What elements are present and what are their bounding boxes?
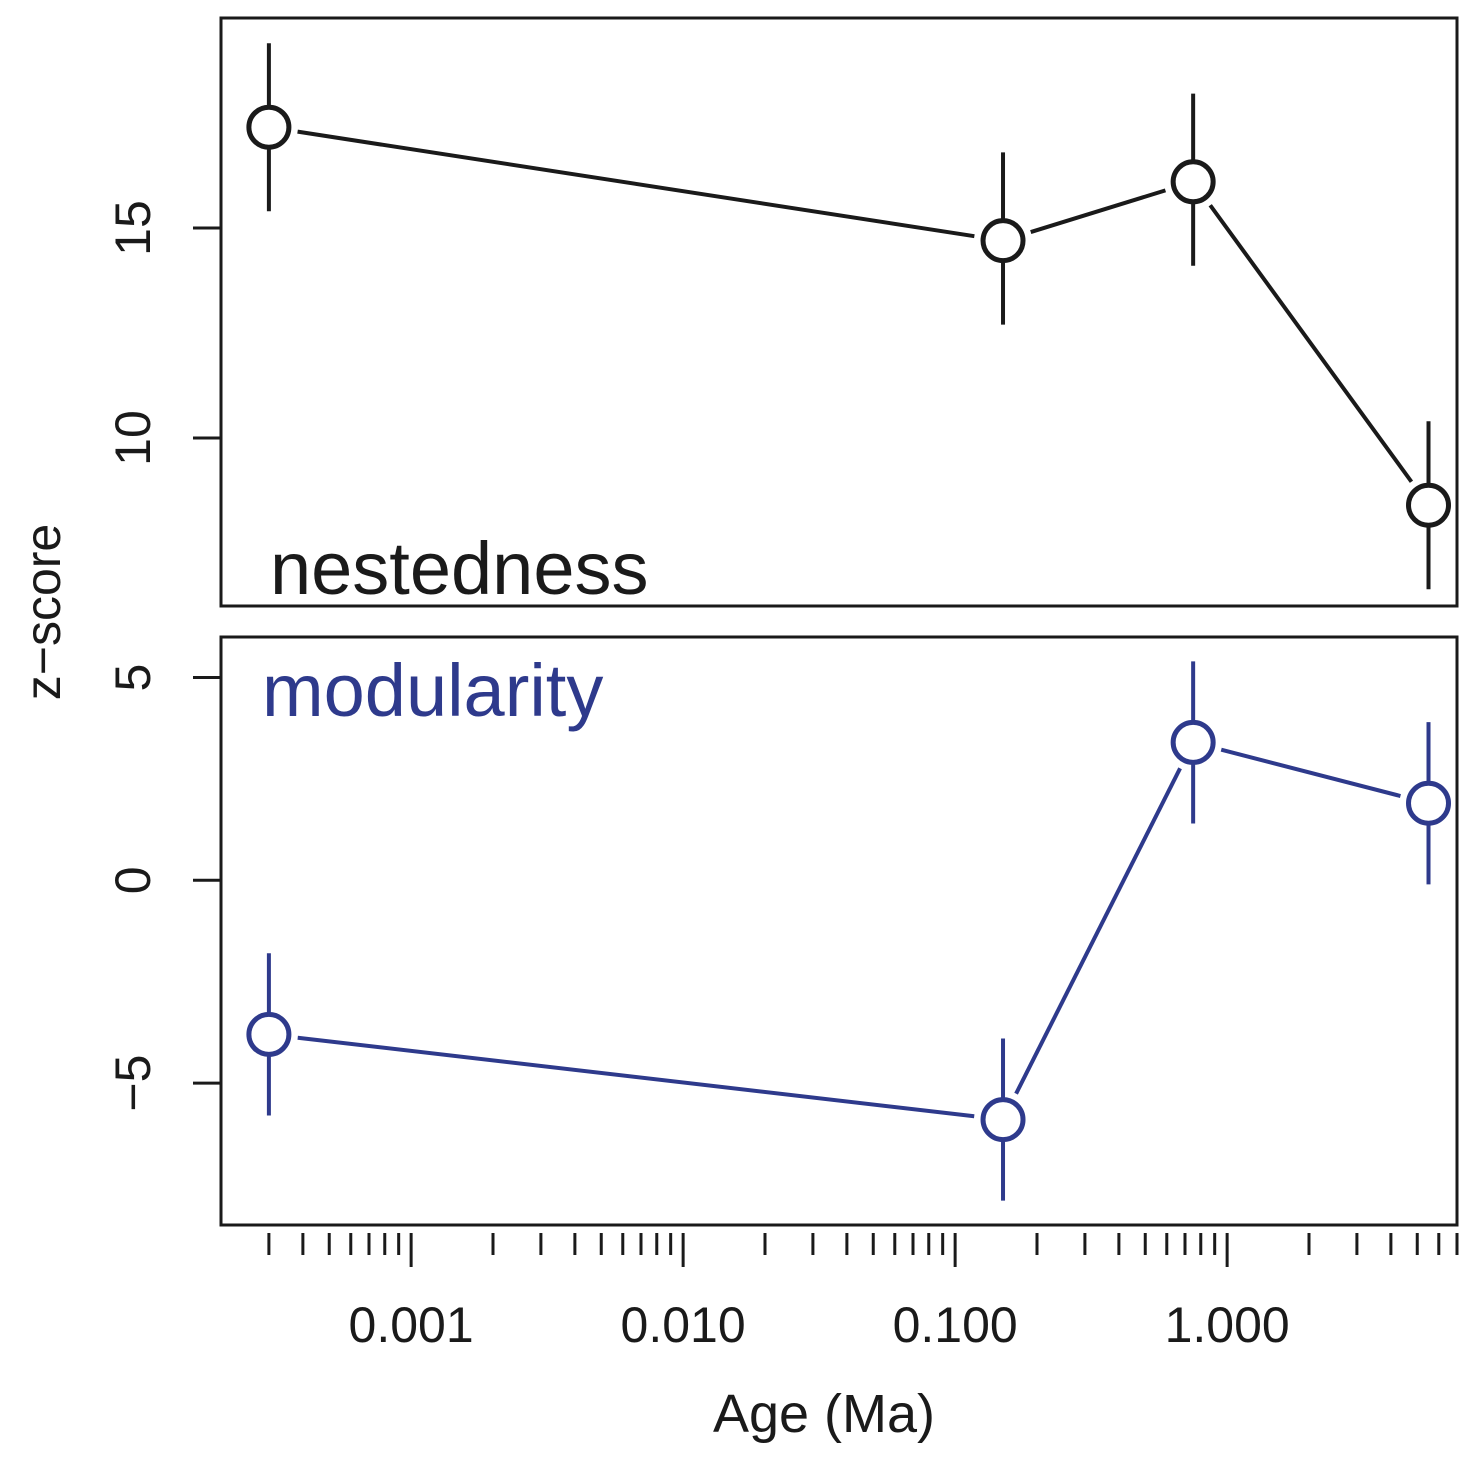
data-point xyxy=(1170,719,1216,765)
x-axis: 0.001 0.010 0.100 1.000 xyxy=(267,1233,1459,1353)
data-point xyxy=(246,1011,292,1057)
plot-frame xyxy=(219,16,1459,608)
data-point xyxy=(246,104,292,150)
plot-frame xyxy=(219,635,1459,1227)
x-axis-label: Age (Ma) xyxy=(713,1384,935,1444)
series-line-segment xyxy=(1208,204,1414,483)
panel-label: modularity xyxy=(262,649,603,732)
data-point xyxy=(980,218,1026,264)
y-tick-label: 0 xyxy=(105,866,161,894)
series-line-segment xyxy=(1030,188,1167,234)
series-line-segment xyxy=(297,1035,975,1119)
x-tick-label: 1.000 xyxy=(1165,1297,1290,1353)
data-point xyxy=(980,1097,1026,1143)
y-tick-label: 5 xyxy=(105,664,161,692)
y-tick-label: 15 xyxy=(105,200,161,256)
nestedness-panel: 10 15 nestedness xyxy=(105,16,1459,610)
x-tick-label: 0.010 xyxy=(621,1297,746,1353)
x-tick-label: 0.001 xyxy=(349,1297,474,1353)
y-tick-label: 10 xyxy=(105,410,161,466)
data-point xyxy=(1406,780,1452,826)
x-tick-label: 0.100 xyxy=(893,1297,1018,1353)
modularity-panel: −5 0 5 modularity xyxy=(105,635,1459,1227)
data-point xyxy=(1406,482,1452,528)
y-axis-label: z−score xyxy=(15,524,71,700)
series-line-segment xyxy=(297,129,975,239)
series-line-segment xyxy=(1220,747,1401,798)
panel-label: nestedness xyxy=(270,527,649,610)
data-point xyxy=(1170,159,1216,205)
y-tick-label: −5 xyxy=(105,1055,161,1112)
series-line-segment xyxy=(1014,767,1182,1095)
